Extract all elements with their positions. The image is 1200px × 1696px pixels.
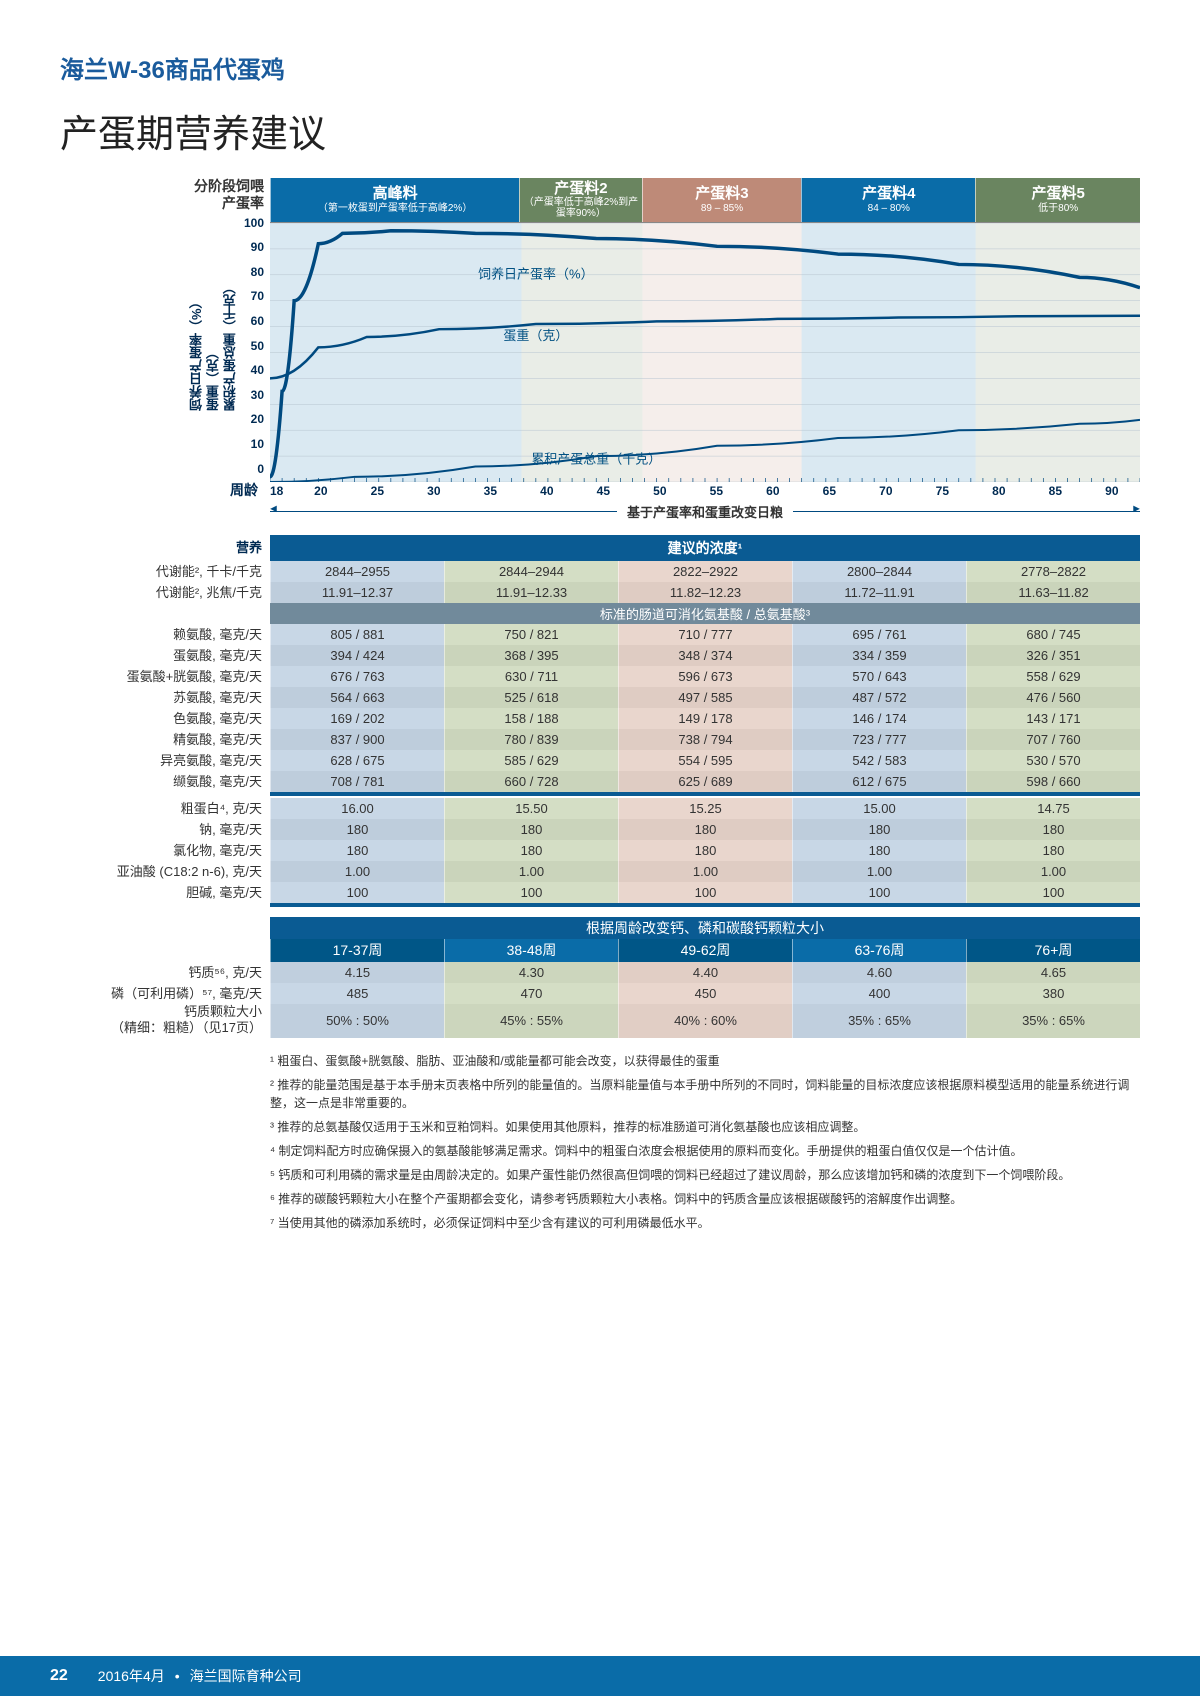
page-footer: 22 2016年4月 • 海兰国际育种公司 [0,1656,1200,1696]
phase-label-2: 产蛋率 [222,195,264,211]
footer-date: 2016年4月 [98,1666,165,1686]
footnotes: ¹ 粗蛋白、蛋氨酸+胱氨酸、脂肪、亚油酸和/或能量都可能会改变，以获得最佳的蛋重… [270,1052,1140,1232]
svg-text:累积产蛋总重（千克）: 累积产蛋总重（千克） [531,452,661,467]
strain-name: 海兰W-36商品代蛋鸡 [60,50,1140,85]
phase-label-1: 分阶段饲喂 [194,178,264,194]
y-axis-title: 饲养日产蛋率（%） 蛋重（克） 累积产蛋总重（千克） [189,281,240,411]
page-title: 产蛋期营养建议 [60,103,1140,158]
page-number: 22 [50,1667,68,1685]
svg-text:饲养日产蛋率（%）: 饲养日产蛋率（%） [478,266,594,281]
age-calcium-table: 钙质⁵⁶, 克/天磷（可利用磷）⁵⁷, 毫克/天钙质颗粒大小 （精细：粗糙）（见… [60,917,1140,1038]
production-chart: 分阶段饲喂 产蛋率 饲养日产蛋率（%） 蛋重（克） 累积产蛋总重（千克） 100… [60,178,1140,529]
divider-text: 基于产蛋率和蛋重改变日粮 [617,502,793,521]
nutrition-table: 营养代谢能², 千卡/千克代谢能², 兆焦/千克赖氨酸, 毫克/天蛋氨酸, 毫克… [60,535,1140,907]
footer-company: 海兰国际育种公司 [190,1666,302,1686]
x-axis-title: 周龄 [230,480,264,500]
svg-text:蛋重（克）: 蛋重（克） [503,328,568,343]
